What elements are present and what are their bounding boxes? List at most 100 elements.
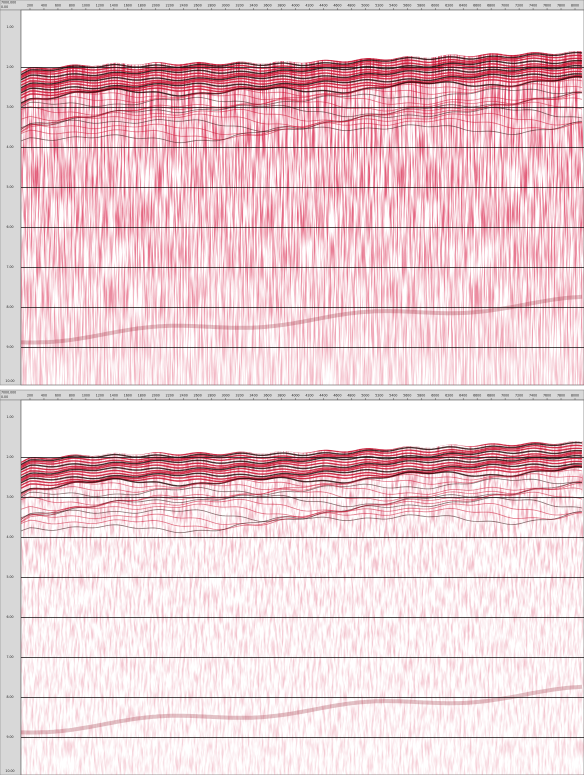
x-tick-label: 8000: [571, 4, 579, 8]
x-tick-label: 6000: [431, 394, 439, 398]
x-tick-label: 2400: [180, 4, 188, 8]
x-tick-label: 6600: [473, 394, 481, 398]
y-tick-label: 1.00: [6, 415, 13, 419]
y-tick-label: 9.00: [6, 345, 13, 349]
x-tick-label: 1000: [82, 4, 90, 8]
x-tick-label: 3000: [222, 4, 230, 8]
x-tick-label: 3200: [236, 4, 244, 8]
x-tick-label: 6200: [445, 394, 453, 398]
x-tick-label: 800: [69, 394, 75, 398]
y-tick-label: 4.00: [6, 145, 13, 149]
y-tick-label: 4.00: [6, 535, 13, 539]
x-tick-label: 3200: [236, 394, 244, 398]
x-tick-label: 1200: [96, 4, 104, 8]
y-tick-label: 10.00: [5, 379, 14, 383]
x-tick-label: 3800: [277, 394, 285, 398]
x-tick-label: 4400: [319, 394, 327, 398]
x-tick-label: 2800: [208, 4, 216, 8]
corner-label: 7000.000: [1, 391, 16, 395]
x-tick-label: 6200: [445, 4, 453, 8]
corner-label: 0.00: [1, 395, 8, 399]
x-tick-label: 1600: [124, 4, 132, 8]
x-tick-label: 600: [55, 394, 61, 398]
y-tick-label: 3.00: [6, 495, 13, 499]
x-tick-label: 2000: [152, 4, 160, 8]
x-tick-label: 1400: [110, 394, 118, 398]
x-tick-label: 7200: [515, 4, 523, 8]
x-tick-label: 1200: [96, 394, 104, 398]
seismic-image: [21, 400, 584, 775]
x-tick-label: 7200: [515, 394, 523, 398]
x-tick-label: 7400: [529, 394, 537, 398]
x-tick-label: 4000: [291, 394, 299, 398]
x-tick-label: 7600: [543, 4, 551, 8]
x-tick-label: 3000: [222, 394, 230, 398]
x-tick-label: 3800: [277, 4, 285, 8]
x-tick-label: 2200: [166, 394, 174, 398]
x-tick-label: 6600: [473, 4, 481, 8]
x-tick-label: 4400: [319, 4, 327, 8]
x-tick-label: 5800: [417, 394, 425, 398]
x-tick-label: 5000: [361, 394, 369, 398]
x-tick-label: 7000: [501, 4, 509, 8]
y-tick-label: 7.00: [6, 265, 13, 269]
x-tick-label: 1800: [138, 394, 146, 398]
x-tick-label: 6000: [431, 4, 439, 8]
x-tick-label: 5400: [389, 4, 397, 8]
y-tick-label: 10.00: [5, 769, 14, 773]
y-tick-label: 6.00: [6, 225, 13, 229]
x-tick-label: 4200: [305, 4, 313, 8]
y-tick-label: 2.00: [6, 65, 13, 69]
x-tick-label: 800: [69, 4, 75, 8]
x-tick-label: 3600: [264, 4, 272, 8]
seismic-panel: 7000.0000.00 200 400 600 800 1000 1200 1400 1600…: [0, 0, 584, 385]
y-tick-label: 5.00: [6, 185, 13, 189]
y-tick-label: 7.00: [6, 655, 13, 659]
x-tick-label: 4600: [333, 394, 341, 398]
x-tick-label: 2200: [166, 4, 174, 8]
x-tick-label: 7800: [557, 4, 565, 8]
y-tick-label: 1.00: [6, 25, 13, 29]
page: 7000.0000.002004006008001000120014001600…: [0, 0, 584, 775]
x-tick-label: 5600: [403, 394, 411, 398]
corner-label: 0.00: [1, 5, 8, 9]
y-tick-label: 6.00: [6, 615, 13, 619]
x-tick-label: 1600: [124, 394, 132, 398]
seismic-image: [21, 10, 584, 385]
x-tick-label: 600: [55, 4, 61, 8]
x-tick-label: 2600: [194, 4, 202, 8]
y-tick-label: 8.00: [6, 305, 13, 309]
x-tick-label: 1800: [138, 4, 146, 8]
x-tick-label: 5200: [375, 394, 383, 398]
x-tick-label: 4800: [347, 394, 355, 398]
seismic-panel: 7000.0000.00 200 400 600 800 1000 1200 1400 1600…: [0, 390, 584, 775]
x-tick-label: 200: [27, 394, 33, 398]
x-tick-label: 3400: [250, 394, 258, 398]
x-tick-label: 4200: [305, 394, 313, 398]
x-tick-label: 3600: [264, 394, 272, 398]
x-tick-label: 6400: [459, 394, 467, 398]
y-tick-label: 8.00: [6, 695, 13, 699]
x-tick-label: 7800: [557, 394, 565, 398]
x-tick-label: 4000: [291, 4, 299, 8]
x-tick-label: 200: [27, 4, 33, 8]
corner-label: 7000.000: [1, 1, 16, 5]
x-tick-label: 400: [41, 394, 47, 398]
x-tick-label: 400: [41, 4, 47, 8]
x-tick-label: 7000: [501, 394, 509, 398]
x-tick-label: 7600: [543, 394, 551, 398]
x-tick-label: 6400: [459, 4, 467, 8]
y-tick-label: 5.00: [6, 575, 13, 579]
x-tick-label: 3400: [250, 4, 258, 8]
x-tick-label: 4600: [333, 4, 341, 8]
y-tick-label: 3.00: [6, 105, 13, 109]
x-tick-label: 2800: [208, 394, 216, 398]
x-tick-label: 6800: [487, 394, 495, 398]
x-tick-label: 1000: [82, 394, 90, 398]
x-tick-label: 2000: [152, 394, 160, 398]
y-tick-label: 9.00: [6, 735, 13, 739]
x-tick-label: 2600: [194, 394, 202, 398]
x-tick-label: 5400: [389, 394, 397, 398]
x-tick-label: 1400: [110, 4, 118, 8]
x-tick-label: 4800: [347, 4, 355, 8]
